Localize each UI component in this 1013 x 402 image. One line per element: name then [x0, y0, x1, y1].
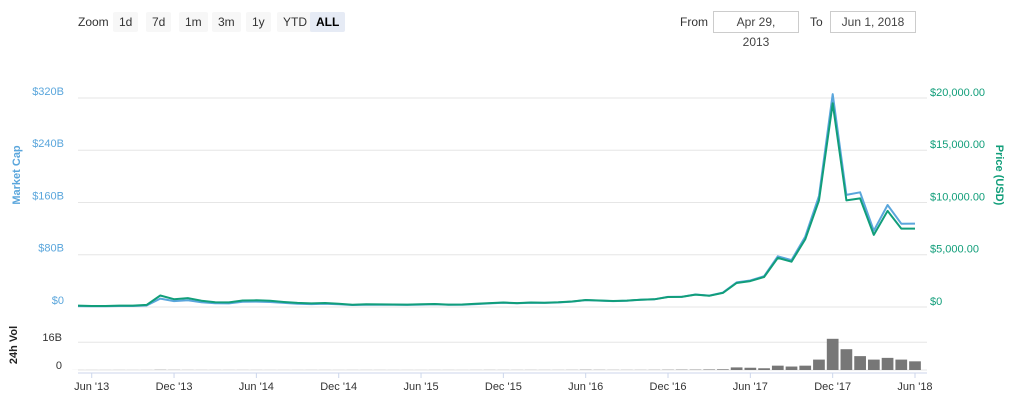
- volume-bar: [771, 365, 784, 370]
- volume-bar: [717, 369, 729, 370]
- from-date-input[interactable]: Apr 29, 2013: [713, 11, 799, 49]
- y-tick-label: $320B: [32, 86, 64, 98]
- y2-tick-label: $20,000.00: [930, 87, 985, 99]
- series-line: [77, 93, 916, 308]
- volume-bar: [703, 369, 716, 370]
- axis-title: Price (USD): [993, 145, 1005, 206]
- y2-tick-label: $5,000.00: [930, 244, 979, 256]
- axis-title: 24h Vol: [8, 326, 20, 364]
- volume-bar: [854, 356, 866, 370]
- volume-bar: [730, 367, 743, 370]
- y-tick-label: $240B: [32, 138, 64, 150]
- zoom-button[interactable]: 1m: [179, 12, 208, 32]
- volume-bar: [867, 359, 880, 370]
- to-label: To: [810, 15, 823, 29]
- volume-bar: [758, 368, 770, 370]
- x-tick-label: Jun '14: [239, 381, 274, 393]
- volume-bar: [881, 357, 894, 370]
- volume-bar: [813, 359, 825, 370]
- zoom-button[interactable]: YTD: [277, 12, 313, 32]
- y-tick-label: $160B: [32, 190, 64, 202]
- from-label: From: [680, 15, 708, 29]
- zoom-label: Zoom: [78, 15, 109, 29]
- volume-bar: [826, 338, 839, 370]
- volume-bar: [895, 359, 908, 370]
- zoom-button[interactable]: 3m: [212, 12, 241, 32]
- series-line: [77, 102, 915, 307]
- volume-bar: [799, 365, 812, 370]
- zoom-button[interactable]: 1y: [246, 12, 271, 32]
- x-tick-label: Dec '16: [650, 381, 687, 393]
- x-tick-label: Dec '17: [814, 381, 851, 393]
- y2-tick-label: $10,000.00: [930, 191, 985, 203]
- volume-bar: [840, 349, 853, 370]
- volume-bar: [744, 367, 757, 370]
- x-tick-label: Jun '16: [568, 381, 603, 393]
- axis-title: Market Cap: [11, 145, 23, 205]
- y2-tick-label: $0: [930, 296, 942, 308]
- x-tick-label: Dec '14: [320, 381, 357, 393]
- zoom-button[interactable]: 1d: [113, 12, 139, 32]
- y-tick-label: $80B: [38, 243, 64, 255]
- zoom-button[interactable]: ALL: [310, 12, 346, 32]
- x-tick-label: Jun '17: [733, 381, 768, 393]
- x-tick-label: Jun '18: [897, 381, 932, 393]
- y-tick-label: $0: [52, 295, 64, 307]
- vol-tick-label: 16B: [42, 332, 62, 344]
- x-tick-label: Dec '15: [485, 381, 522, 393]
- x-tick-label: Jun '13: [74, 381, 109, 393]
- x-tick-label: Jun '15: [403, 381, 438, 393]
- vol-tick-label: 0: [56, 360, 62, 372]
- volume-bar: [909, 361, 921, 370]
- x-tick-label: Dec '13: [156, 381, 193, 393]
- volume-bar: [785, 366, 798, 370]
- y2-tick-label: $15,000.00: [930, 139, 985, 151]
- zoom-button[interactable]: 7d: [146, 12, 172, 32]
- to-date-input[interactable]: Jun 1, 2018: [830, 11, 916, 33]
